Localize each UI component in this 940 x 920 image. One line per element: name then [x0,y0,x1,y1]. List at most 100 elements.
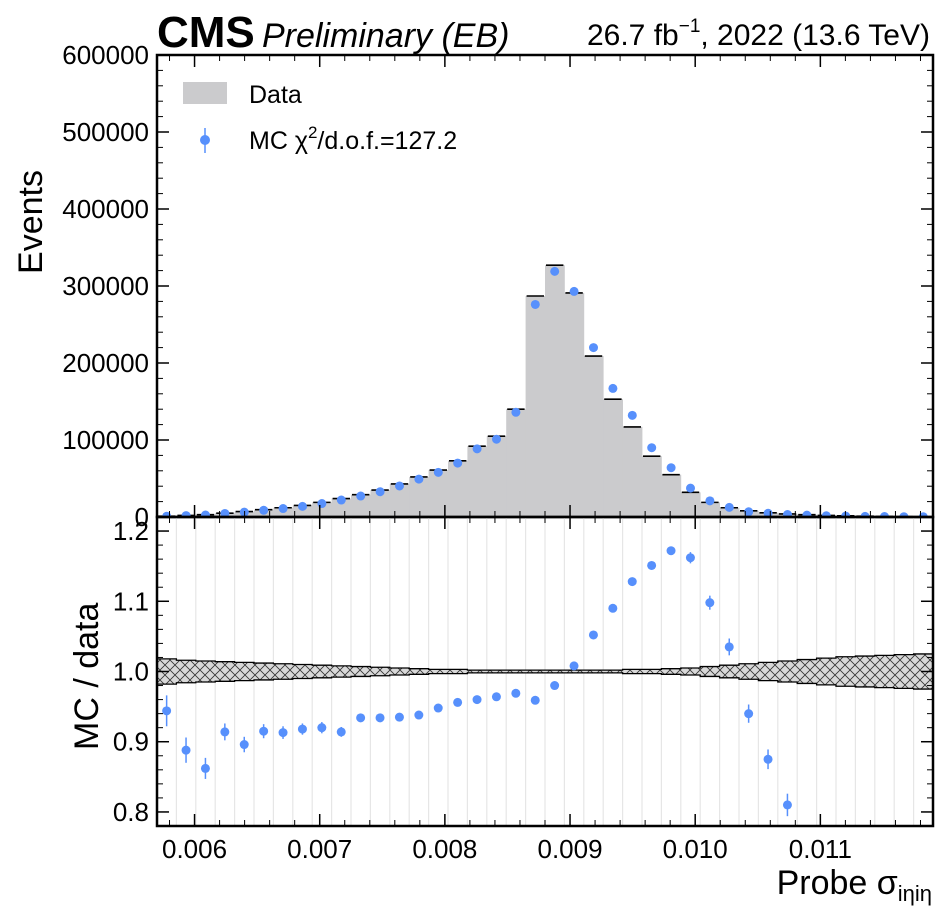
data-bar [525,296,546,517]
main-y-axis-title: Events [12,170,50,274]
mc-point [744,507,754,517]
mc-point [686,483,695,493]
ratio-point [763,754,773,764]
data-bar [603,399,623,517]
data-bar [351,494,371,517]
ratio-panel: 0.006 0.007 0.008 0.009 0.010 0.011 0.8 0.9 1.0 1… [68,515,935,906]
data-bar [312,502,332,517]
data-bar [448,460,468,517]
mc-point [453,458,463,468]
x-axis-title: Probe σiηiη [777,864,932,906]
ratio-y-axis-title: MC / data [68,603,106,750]
ratio-point [356,713,366,723]
status-label: Preliminary (EB) [262,17,509,55]
x-axis-title-main: Probe σ [777,864,898,902]
data-bar [564,292,585,517]
ratio-point [472,695,482,705]
mc-point [278,504,288,514]
mc-point [181,511,191,517]
ratio-point [530,695,540,705]
mc-point [162,511,172,517]
main-panel: 0 100000 200000 300000 400000 500000 600000 Ev… [12,40,935,532]
mc-point [433,467,443,477]
main-y-tick-label: 500000 [62,117,149,147]
data-bar [661,474,682,517]
data-bar [467,446,488,517]
uncertainty-band [157,653,933,690]
data-bar [486,436,507,517]
x-tick-label: 0.006 [162,834,227,864]
mc-point [802,510,812,517]
lumi-exponent: −1 [679,16,701,37]
legend-data-label: Data [249,81,302,109]
ratio-point [685,553,695,563]
main-y-tick-label: 400000 [62,194,149,224]
legend-mc-label-sup: 2 [308,123,317,142]
experiment-label: CMS [157,8,255,57]
mc-point [375,487,385,497]
data-bar [389,483,410,517]
ratio-y-tick-label: 1.2 [113,516,149,546]
ratio-point [550,681,560,691]
x-tick-label: 0.007 [287,834,352,864]
ratio-point [705,598,715,608]
main-plot-area [157,264,933,517]
ratio-point [162,706,172,716]
legend: Data MC χ2/d.o.f.=127.2 [183,81,457,155]
x-tick-label: 0.011 [789,834,852,864]
x-tick-label: 0.008 [412,834,477,864]
mc-point [550,266,560,276]
legend-mc-label-suffix: /d.o.f.=127.2 [317,127,457,155]
ratio-y-tick-label: 1.0 [113,657,149,687]
data-bar [428,470,449,517]
ratio-point [744,709,754,719]
mc-point [511,407,521,417]
mc-point [395,481,404,491]
ratio-point [220,727,230,737]
mc-point [705,496,715,506]
main-y-tick-label: 100000 [62,425,149,455]
mc-point [666,463,676,473]
ratio-point [511,688,521,698]
mc-point [569,286,579,296]
x-tick-label: 0.009 [537,834,602,864]
ratio-point [782,800,792,810]
ratio-y-tick-label: 0.9 [113,727,149,757]
ratio-point [724,642,734,652]
ratio-point [200,763,210,773]
ratio-y-tick-label: 0.8 [113,797,149,827]
data-bar [642,456,662,517]
data-bar [680,492,701,517]
mc-point [259,505,269,515]
ratio-axes: 0.006 0.007 0.008 0.009 0.010 0.011 0.8 0.9 1.0 1… [113,515,935,864]
ratio-point [666,546,676,556]
mc-point [414,474,424,484]
mc-point [336,495,346,505]
ratio-point [278,728,288,738]
mc-point [220,508,230,517]
data-bar [370,490,391,517]
data-bar [719,507,740,517]
ratio-point [297,724,307,734]
mc-point [472,444,482,454]
lumi-value: 26.7 fb [587,19,679,52]
ratio-point [491,692,501,702]
legend-data-swatch [183,82,227,104]
mc-point [627,410,637,420]
main-axes: 0 100000 200000 300000 400000 500000 600000 [62,40,935,532]
data-bar [506,409,526,517]
data-bar [545,265,565,517]
mc-point [201,510,210,517]
luminosity-label: 26.7 fb−1, 2022 (13.6 TeV) [587,16,930,52]
mc-point [317,499,327,509]
ratio-point [336,727,346,737]
data-bar [622,426,643,517]
legend-mc-marker [200,135,210,145]
main-y-tick-label: 0 [135,502,149,532]
mc-point [647,443,657,453]
mc-point [821,511,831,517]
ratio-point [588,630,598,640]
ratio-point [647,560,657,570]
data-bar [331,498,352,517]
